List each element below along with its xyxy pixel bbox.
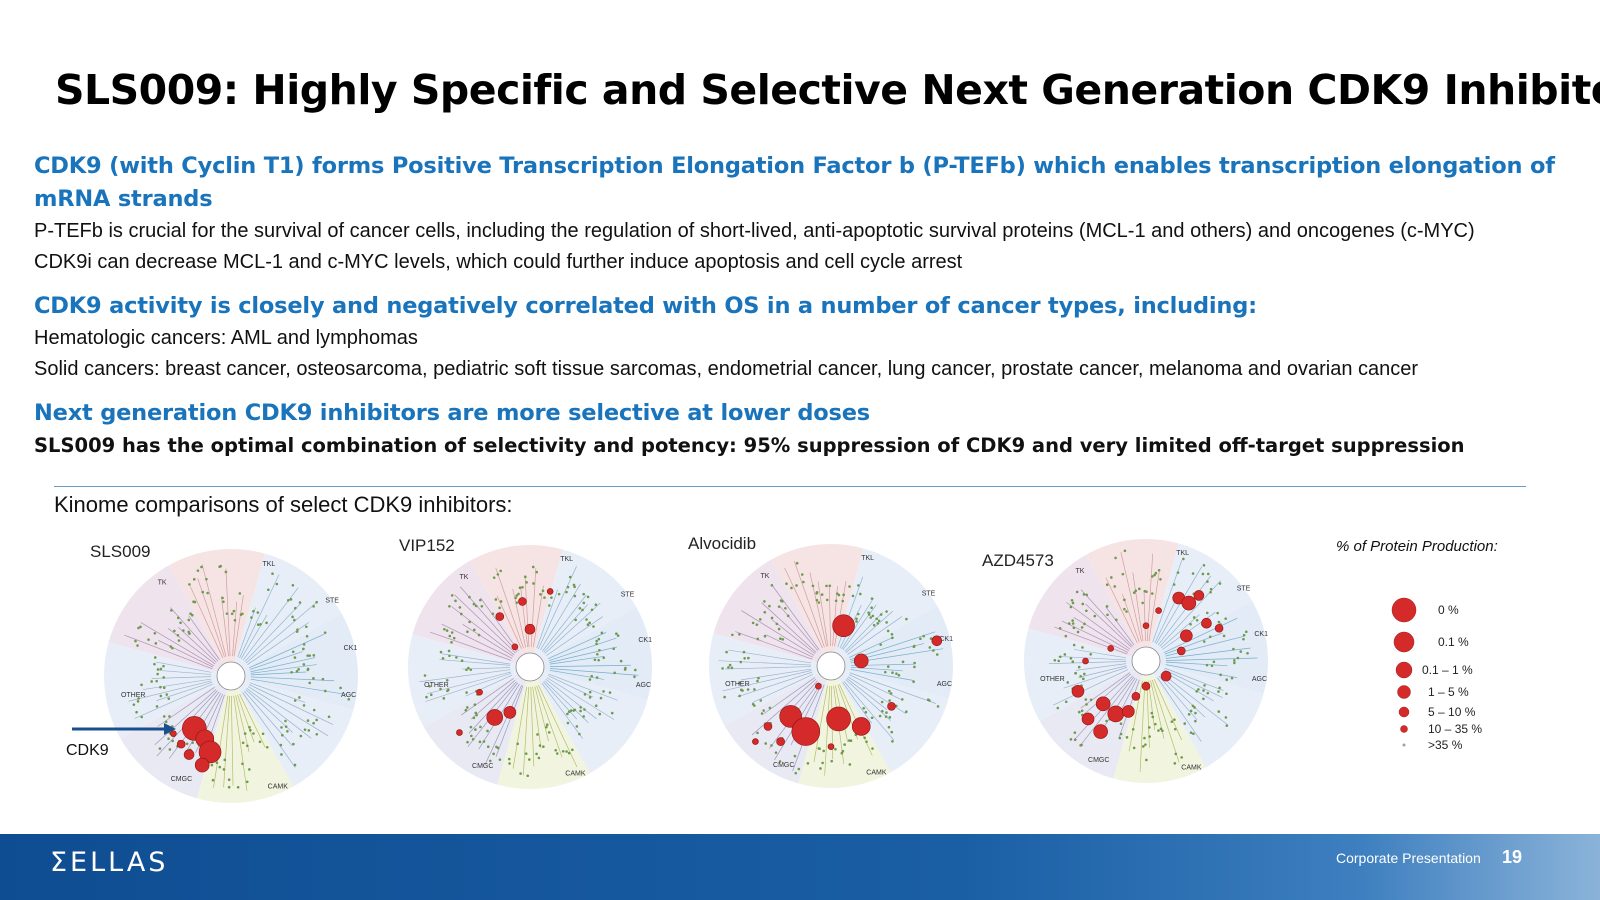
slide-body: CDK9 (with Cyclin T1) forms Positive Tra… bbox=[34, 150, 1594, 461]
bullet-hematologic: Hematologic cancers: AML and lymphomas bbox=[34, 327, 418, 349]
cdk9-arrow bbox=[72, 723, 176, 735]
compound-label-vip152: VIP152 bbox=[399, 536, 455, 555]
svg-text:TKL: TKL bbox=[1176, 550, 1189, 557]
svg-text:CMGC: CMGC bbox=[472, 763, 493, 770]
bullet-cdk9i-decrease: CDK9i can decrease MCL-1 and c-MYC level… bbox=[34, 251, 963, 273]
svg-text:CAMK: CAMK bbox=[565, 770, 586, 777]
kinome-tree-vip152: TK TKL STE CK1 AGC CAMK CMGC OTHER bbox=[408, 545, 652, 789]
bullet-ptefb-survival: P-TEFb is crucial for the survival of ca… bbox=[34, 220, 1475, 242]
svg-text:CMGC: CMGC bbox=[171, 776, 192, 783]
compound-label-sls009: SLS009 bbox=[90, 542, 151, 561]
svg-text:OTHER: OTHER bbox=[1040, 676, 1065, 683]
svg-text:1 – 5 %: 1 – 5 % bbox=[1428, 685, 1469, 699]
section-heading-next-gen: Next generation CDK9 inhibitors are more… bbox=[34, 400, 871, 426]
svg-text:CK1: CK1 bbox=[638, 637, 652, 644]
svg-text:TK: TK bbox=[1075, 568, 1084, 575]
section-heading-ptefb: CDK9 (with Cyclin T1) forms Positive Tra… bbox=[34, 153, 1555, 212]
kinome-comparison-label: Kinome comparisons of select CDK9 inhibi… bbox=[54, 492, 513, 517]
svg-text:0.1 %: 0.1 % bbox=[1438, 635, 1469, 649]
section-divider bbox=[54, 486, 1526, 487]
compound-label-alvocidib: Alvocidib bbox=[688, 534, 757, 553]
svg-text:CAMK: CAMK bbox=[866, 769, 887, 776]
svg-text:CK1: CK1 bbox=[939, 636, 953, 643]
svg-text:TK: TK bbox=[158, 579, 167, 586]
svg-text:CAMK: CAMK bbox=[268, 784, 289, 791]
kinome-tree-azd4573: TK TKL STE CK1 AGC CAMK CMGC OTHER bbox=[1024, 539, 1268, 783]
svg-text:STE: STE bbox=[922, 590, 936, 597]
svg-text:AGC: AGC bbox=[636, 682, 651, 689]
cdk9-arrow-label: CDK9 bbox=[66, 742, 109, 759]
svg-text:0.1 – 1 %: 0.1 – 1 % bbox=[1422, 663, 1473, 677]
svg-text:CK1: CK1 bbox=[1254, 631, 1268, 638]
svg-text:AGC: AGC bbox=[341, 692, 356, 699]
svg-text:TKL: TKL bbox=[262, 561, 275, 568]
svg-text:0 %: 0 % bbox=[1438, 603, 1459, 617]
svg-text:OTHER: OTHER bbox=[424, 682, 449, 689]
compound-label-azd4573: AZD4573 bbox=[982, 551, 1054, 570]
svg-text:STE: STE bbox=[1237, 585, 1251, 592]
svg-text:10 – 35 %: 10 – 35 % bbox=[1428, 722, 1482, 736]
footer-bar: ΣELLAS Corporate Presentation 19 bbox=[0, 834, 1600, 900]
kinome-tree-sls009: TK TKL STE CK1 AGC CAMK CMGC OTHER bbox=[104, 549, 359, 803]
svg-text:AGC: AGC bbox=[1252, 676, 1267, 683]
bullet-solid-cancers: Solid cancers: breast cancer, osteosarco… bbox=[34, 358, 1419, 380]
svg-text:TKL: TKL bbox=[560, 556, 573, 563]
svg-text:TK: TK bbox=[760, 573, 769, 580]
protein-production-legend: 0 % 0.1 % 0.1 – 1 % 1 – 5 % 5 – 10 % 10 – 35 … bbox=[1391, 597, 1482, 752]
svg-text:CAMK: CAMK bbox=[1181, 764, 1202, 771]
svg-text:CMGC: CMGC bbox=[773, 762, 794, 769]
page-number: 19 bbox=[1502, 847, 1523, 867]
legend-title: % of Protein Production: bbox=[1336, 538, 1498, 555]
svg-text:AGC: AGC bbox=[937, 681, 952, 688]
svg-text:CK1: CK1 bbox=[344, 645, 358, 652]
svg-text:OTHER: OTHER bbox=[121, 692, 145, 699]
svg-text:STE: STE bbox=[325, 598, 339, 605]
svg-text:5 – 10 %: 5 – 10 % bbox=[1428, 705, 1476, 719]
bullet-sls009-optimal: SLS009 has the optimal combination of se… bbox=[34, 434, 1465, 457]
kinome-tree-alvocidib: TK TKL STE CK1 AGC CAMK CMGC OTHER bbox=[709, 544, 953, 788]
svg-text:OTHER: OTHER bbox=[725, 681, 750, 688]
company-logo: ΣELLAS bbox=[50, 847, 169, 878]
slide-title: SLS009: Highly Specific and Selective Ne… bbox=[55, 66, 1600, 114]
svg-text:CMGC: CMGC bbox=[1088, 757, 1109, 764]
svg-text:TK: TK bbox=[459, 574, 468, 581]
section-heading-os-correlation: CDK9 activity is closely and negatively … bbox=[34, 293, 1257, 319]
svg-text:>35 %: >35 % bbox=[1428, 738, 1463, 752]
svg-text:TKL: TKL bbox=[861, 555, 874, 562]
svg-text:STE: STE bbox=[621, 591, 635, 598]
footer-caption: Corporate Presentation bbox=[1336, 850, 1481, 866]
